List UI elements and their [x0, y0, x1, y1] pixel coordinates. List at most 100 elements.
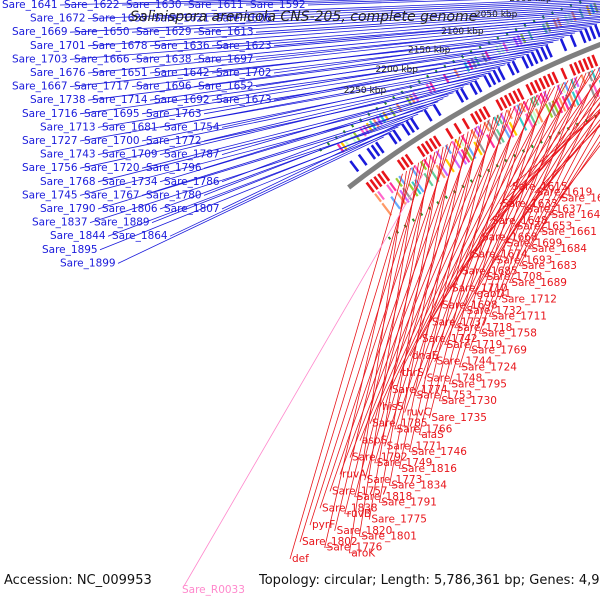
- feature-ring-segment: [505, 123, 515, 138]
- reverse-leader-line: [384, 121, 486, 447]
- reverse-gene-label: Sare_1802: [302, 536, 358, 548]
- feature-ring-segment: [486, 134, 496, 149]
- feature-ring-segment: [574, 89, 583, 105]
- forward-gene-label: Sare_1697: [198, 53, 254, 65]
- forward-leader-line: [87, 23, 598, 74]
- feature-ring-segment: [423, 172, 434, 187]
- reverse-gene-label: Sare_1699: [507, 237, 563, 249]
- feature-ring-segment: [496, 114, 504, 125]
- feature-ring-segment: [593, 2, 599, 13]
- reverse-gene-label: Sare_1818: [357, 491, 413, 503]
- reverse-leader-line: [368, 154, 432, 520]
- forward-strand-gene: [401, 123, 411, 136]
- reverse-gene-label: Sare_1737: [432, 316, 488, 328]
- reverse-gene-label: ruvB: [347, 508, 371, 520]
- reverse-leader-line: [374, 129, 473, 464]
- feature-ring-segment: [543, 91, 550, 102]
- forward-strand-gene: [455, 90, 465, 103]
- forward-leader-line: [169, 129, 394, 237]
- forward-gene-label: Sare_1651: [92, 67, 148, 79]
- reverse-leader-line: [389, 98, 529, 391]
- feature-ring-segment: [451, 154, 461, 169]
- forward-leader-line: [203, 56, 522, 115]
- feature-ring-segment: [408, 183, 419, 197]
- forward-leader-line: [149, 26, 592, 74]
- genome-summary-text: Topology: circular; Length: 5,786,361 bp…: [259, 573, 600, 588]
- forward-strand-gene: [559, 38, 568, 52]
- forward-strand-gene: [357, 153, 368, 166]
- feature-ring-segment: [516, 104, 523, 115]
- reverse-gene-label: Sare_1615: [512, 181, 568, 193]
- reverse-strand-gene: [482, 105, 491, 118]
- reverse-gene-label: aroK: [351, 547, 376, 559]
- reverse-strand-gene: [474, 110, 483, 123]
- forward-gene-label: Sare_1666: [74, 53, 130, 65]
- reverse-gene-label: Sare_1698: [442, 299, 498, 311]
- forward-gene-label: Sare_1754: [164, 121, 220, 133]
- reverse-strand-gene: [591, 54, 599, 67]
- forward-leader-line: [159, 95, 449, 183]
- reverse-strand-gene: [525, 83, 533, 96]
- forward-strand-gene: [473, 79, 483, 93]
- reverse-gene-label: Sare_1795: [451, 378, 507, 390]
- reverse-gene-label: Sare_1746: [411, 446, 467, 458]
- reverse-gene-label: Sare_1693: [497, 254, 553, 266]
- reverse-gene-label: Sare_1774: [392, 384, 448, 396]
- forward-leader-line: [245, 0, 427, 6]
- forward-leader-line: [97, 59, 516, 128]
- forward-leader-line: [307, 0, 482, 6]
- forward-leader-line: [221, 98, 444, 183]
- reverse-strand-gene: [396, 159, 406, 171]
- forward-gene-label: Sare_1669: [12, 26, 68, 38]
- forward-gene-label: Sare_1844: [50, 230, 106, 242]
- forward-gene-label: Sare_1642: [154, 67, 210, 79]
- reverse-leader-line: [369, 112, 503, 424]
- forward-gene-label: Sare_1622: [64, 0, 120, 11]
- forward-strand-gene: [349, 160, 360, 173]
- forward-gene-label: Sare_1611: [188, 0, 244, 11]
- forward-gene-label: Sare_1700: [84, 135, 140, 147]
- reverse-gene-label: ruvA: [342, 468, 367, 480]
- forward-gene-label: Sare_1720: [84, 162, 140, 174]
- reverse-leader-line: [488, 72, 587, 317]
- forward-gene-label: Sare_1899: [60, 257, 116, 269]
- reverse-strand-gene: [400, 156, 410, 168]
- reverse-leader-line: [509, 111, 600, 188]
- reverse-gene-label: Sare_1735: [431, 412, 487, 424]
- forward-strand-gene: [525, 53, 534, 67]
- reverse-leader-line: [528, 123, 600, 250]
- reverse-gene-label: aspS: [362, 435, 388, 447]
- forward-leader-line: [117, 136, 384, 264]
- forward-leader-line: [97, 75, 485, 155]
- forward-leader-line: [87, 0, 563, 19]
- feature-ring-segment: [518, 116, 528, 131]
- forward-strand-gene: [405, 120, 415, 133]
- forward-leader-line: [273, 2, 600, 19]
- forward-strand-gene: [521, 55, 530, 69]
- tick-labels: 1800 kbp1850 kbp1900 kbp1950 kbp2000 kbp…: [344, 0, 552, 96]
- forward-gene-label: Sare_1714: [92, 94, 148, 106]
- forward-gene-label: Sare_1743: [40, 149, 96, 161]
- forward-leader-line: [255, 9, 600, 33]
- reverse-leader-line: [359, 119, 490, 441]
- tick-label: 2250 kbp: [344, 86, 387, 96]
- feature-ring-segment: [519, 102, 527, 113]
- reverse-gene-label: Sare_1633: [502, 198, 558, 210]
- forward-gene-label: Sare_1772: [146, 135, 202, 147]
- reverse-leader-line: [358, 162, 419, 537]
- forward-leader-line: [159, 113, 419, 210]
- forward-gene-label: Sare_1630: [126, 0, 182, 11]
- forward-leader-line: [211, 14, 600, 47]
- reverse-gene-label: Sare_1820: [337, 525, 393, 537]
- forward-leader-line: [131, 5, 600, 33]
- reverse-gene-label: Sare_1653: [517, 220, 573, 232]
- forward-strand-gene: [540, 46, 549, 60]
- reverse-gene-label: Sare_1712: [501, 294, 557, 306]
- reverse-strand-gene: [542, 75, 551, 88]
- reverse-gene-label: Sare_1674: [472, 249, 528, 261]
- feature-ring-segment: [389, 181, 397, 192]
- feature-ring-segment: [422, 158, 431, 169]
- forward-gene-label: Sare_1717: [74, 81, 130, 93]
- forward-strand-gene: [584, 28, 592, 42]
